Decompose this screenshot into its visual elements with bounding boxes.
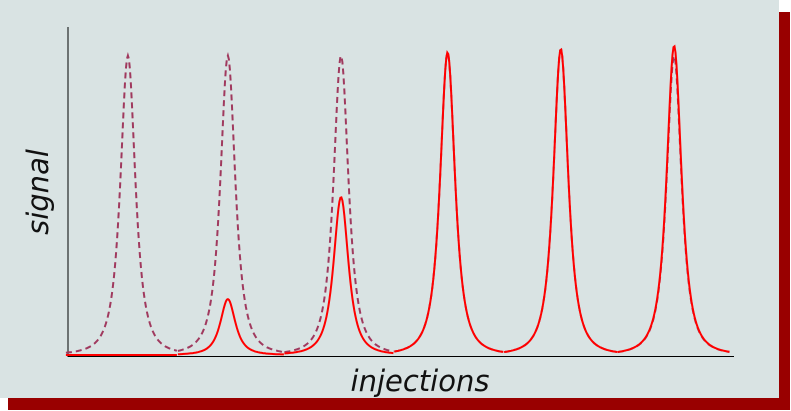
x-axis-label: injections (351, 364, 490, 398)
peak (177, 52, 284, 353)
peak (284, 54, 394, 354)
peak (504, 47, 618, 353)
y-axis-label: signal (21, 149, 55, 235)
peak (65, 52, 178, 354)
shadow-right (779, 12, 790, 410)
peak (394, 49, 504, 353)
shadow-bottom (8, 398, 790, 410)
peak (617, 44, 730, 353)
peak (284, 196, 394, 355)
panel (0, 0, 779, 398)
peak (177, 297, 284, 356)
